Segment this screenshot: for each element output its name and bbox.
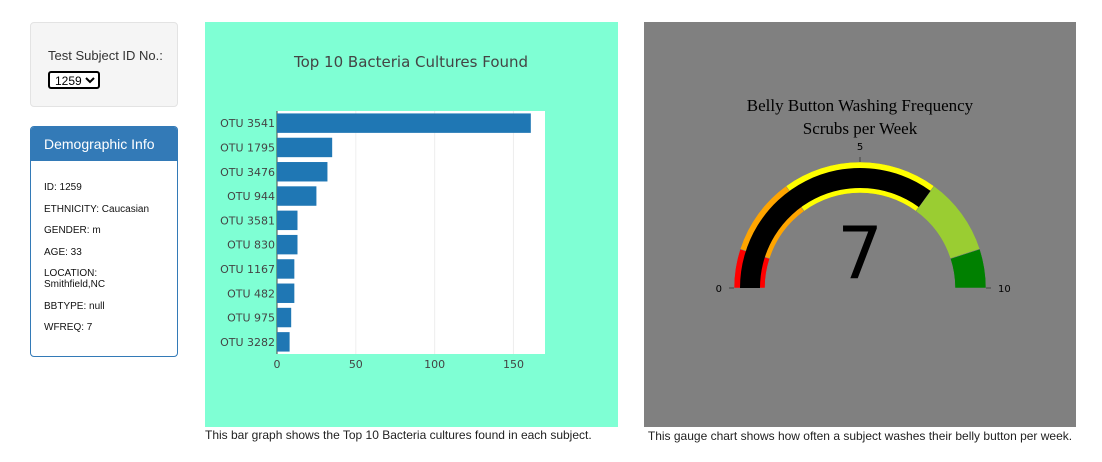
gauge-subtitle: Scrubs per Week: [803, 119, 918, 138]
bar-x-tick-label: 50: [349, 358, 363, 371]
bar: [277, 210, 298, 231]
bar-chart-title: Top 10 Bacteria Cultures Found: [293, 53, 528, 71]
bar: [277, 234, 298, 255]
bar-category-label: OTU 944: [227, 190, 275, 203]
bar-category-label: OTU 3581: [220, 214, 275, 227]
bar: [277, 113, 531, 133]
subject-selector-well: Test Subject ID No.: 1259: [30, 22, 178, 107]
demo-location: LOCATION: Smithfield,NC: [44, 268, 106, 290]
gauge-step: [950, 248, 987, 289]
gauge-tick-label: 5: [857, 142, 863, 153]
bar-category-label: OTU 975: [227, 312, 275, 325]
demo-wfreq: WFREQ: 7: [44, 322, 93, 333]
gauge-tick-label: 10: [998, 284, 1011, 295]
demo-id: ID: 1259: [44, 182, 82, 193]
gauge-chart: Belly Button Washing Frequency Scrubs per…: [716, 96, 1011, 295]
demo-age: AGE: 33: [44, 246, 82, 258]
bar: [277, 162, 328, 182]
demographic-info-body: ID: 1259 ETHNICITY: Caucasian GENDER: m …: [31, 161, 177, 333]
gauge-value-number: 7: [837, 211, 883, 295]
demographic-info-panel: Demographic Info ID: 1259 ETHNICITY: Cau…: [30, 126, 178, 357]
subject-id-dropdown[interactable]: 1259: [48, 71, 100, 89]
subject-id-label: Test Subject ID No.:: [48, 48, 163, 63]
bar: [277, 332, 290, 352]
bar: [277, 186, 317, 206]
bar-category-label: OTU 830: [227, 239, 275, 252]
bar-category-label: OTU 1167: [220, 263, 275, 276]
bar-chart: Top 10 Bacteria Cultures Found 0 50 100 150 O…: [220, 53, 545, 371]
bar-category-label: OTU 3541: [220, 117, 275, 130]
demographic-info-title: Demographic Info: [31, 127, 177, 161]
demo-ethnicity: ETHNICITY: Caucasian: [44, 203, 150, 215]
gauge-title: Belly Button Washing Frequency: [747, 96, 974, 115]
bar-category-label: OTU 3476: [220, 166, 275, 179]
bar-category-label: OTU 482: [227, 287, 275, 300]
bar: [277, 137, 333, 158]
bar-x-tick-label: 100: [424, 358, 445, 371]
bar-chart-caption: This bar graph shows the Top 10 Bacteria…: [205, 428, 592, 442]
gauge-tick-label: 0: [716, 284, 722, 295]
bar-x-tick-label: 150: [503, 358, 524, 371]
bar-category-label: OTU 1795: [220, 141, 275, 154]
gauge-chart-container: Belly Button Washing Frequency Scrubs per…: [644, 22, 1076, 427]
bar-category-label: OTU 3282: [220, 336, 275, 349]
demo-bbtype: BBTYPE: null: [44, 300, 105, 312]
bar-chart-container: Top 10 Bacteria Cultures Found 0 50 100 150 O…: [205, 22, 618, 427]
gauge-chart-caption: This gauge chart shows how often a subje…: [647, 429, 1073, 443]
demo-gender: GENDER: m: [44, 225, 101, 236]
gauge-value-bar: [740, 167, 931, 288]
bar: [277, 259, 295, 279]
bar: [277, 307, 292, 328]
bar: [277, 283, 295, 303]
bar-x-tick-label: 0: [274, 358, 281, 371]
